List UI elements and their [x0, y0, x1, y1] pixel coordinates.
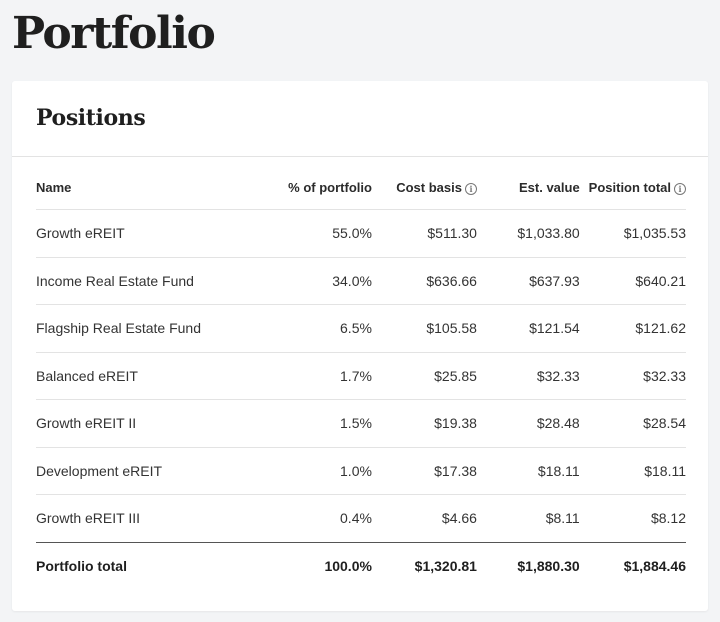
table-row: Balanced eREIT 1.7% $25.85 $32.33 $32.33 [36, 352, 686, 400]
position-total: $121.62 [579, 304, 686, 353]
positions-title: Positions [36, 105, 146, 131]
position-total: $1,035.53 [579, 209, 686, 258]
position-est-value: $637.93 [476, 257, 580, 305]
position-est-value: $1,033.80 [476, 209, 580, 258]
portfolio-total-row: Portfolio total 100.0% $1,320.81 $1,880.… [36, 541, 686, 589]
position-cost-basis: $17.38 [371, 447, 477, 495]
total-pct: 100.0% [261, 541, 372, 589]
position-name: Balanced eREIT [36, 352, 262, 400]
page-title: Portfolio [12, 8, 216, 59]
position-name: Growth eREIT [36, 209, 262, 258]
position-est-value: $8.11 [545, 510, 580, 527]
position-name: Flagship Real Estate Fund [36, 304, 262, 353]
position-name: Development eREIT [36, 447, 262, 495]
table-row: Development eREIT 1.0% $17.38 $18.11 $18… [36, 447, 686, 495]
position-cost-basis: $25.85 [371, 352, 477, 400]
column-header-position-total: Position total i [579, 165, 686, 210]
position-pct: 6.5% [261, 304, 372, 353]
total-cost-basis: $1,320.81 [371, 541, 477, 589]
total-position-total: $1,884.46 [579, 541, 686, 589]
table-row: Flagship Real Estate Fund 6.5% $105.58 $… [36, 304, 686, 353]
position-name: Growth eREIT III [36, 510, 140, 527]
table-row: Growth eREIT 55.0% $511.30 $1,033.80 $1,… [36, 209, 686, 258]
table-row: Growth eREIT II 1.5% $19.38 $28.48 $28.5… [36, 399, 686, 448]
position-total: $640.21 [579, 257, 686, 305]
position-total: $32.33 [579, 352, 686, 400]
position-total: $8.12 [650, 510, 686, 527]
position-est-value: $28.48 [476, 399, 580, 448]
position-name: Income Real Estate Fund [36, 257, 262, 305]
positions-card: Positions Name % of portfolio Cost basis… [12, 81, 708, 611]
position-pct: 1.0% [261, 447, 372, 495]
table-row: Income Real Estate Fund 34.0% $636.66 $6… [36, 257, 686, 305]
position-total: $28.54 [579, 399, 686, 448]
position-cost-basis: $511.30 [371, 209, 477, 258]
position-est-value: $121.54 [476, 304, 580, 353]
position-name: Growth eREIT II [36, 399, 262, 448]
positions-table: Name % of portfolio Cost basis i Est. val… [36, 165, 686, 589]
positions-card-header: Positions [12, 81, 708, 157]
position-pct: 1.7% [261, 352, 372, 400]
position-cost-basis: $19.38 [371, 399, 477, 448]
column-header-name: Name [36, 165, 262, 210]
position-est-value: $18.11 [476, 447, 580, 495]
position-cost-basis: $4.66 [441, 510, 477, 527]
position-total: $18.11 [579, 447, 686, 495]
position-pct: 0.4% [340, 510, 372, 527]
table-header-row: Name % of portfolio Cost basis i Est. val… [36, 165, 686, 210]
position-total-info-icon[interactable]: i [674, 182, 686, 195]
column-header-est-value: Est. value [476, 165, 580, 210]
column-header-cost-basis: Cost basis i [371, 165, 477, 210]
position-cost-basis: $636.66 [371, 257, 477, 305]
table-row: Growth eREIT III 0.4% $4.66 $8.11 $8.12 [36, 495, 686, 543]
position-est-value: $32.33 [476, 352, 580, 400]
position-pct: 55.0% [261, 209, 372, 258]
total-label: Portfolio total [36, 541, 262, 589]
position-cost-basis: $105.58 [371, 304, 477, 353]
column-header-pct: % of portfolio [261, 165, 372, 210]
total-est-value: $1,880.30 [476, 541, 580, 589]
position-pct: 1.5% [261, 399, 372, 448]
cost-basis-info-icon[interactable]: i [464, 182, 477, 195]
position-pct: 34.0% [261, 257, 372, 305]
